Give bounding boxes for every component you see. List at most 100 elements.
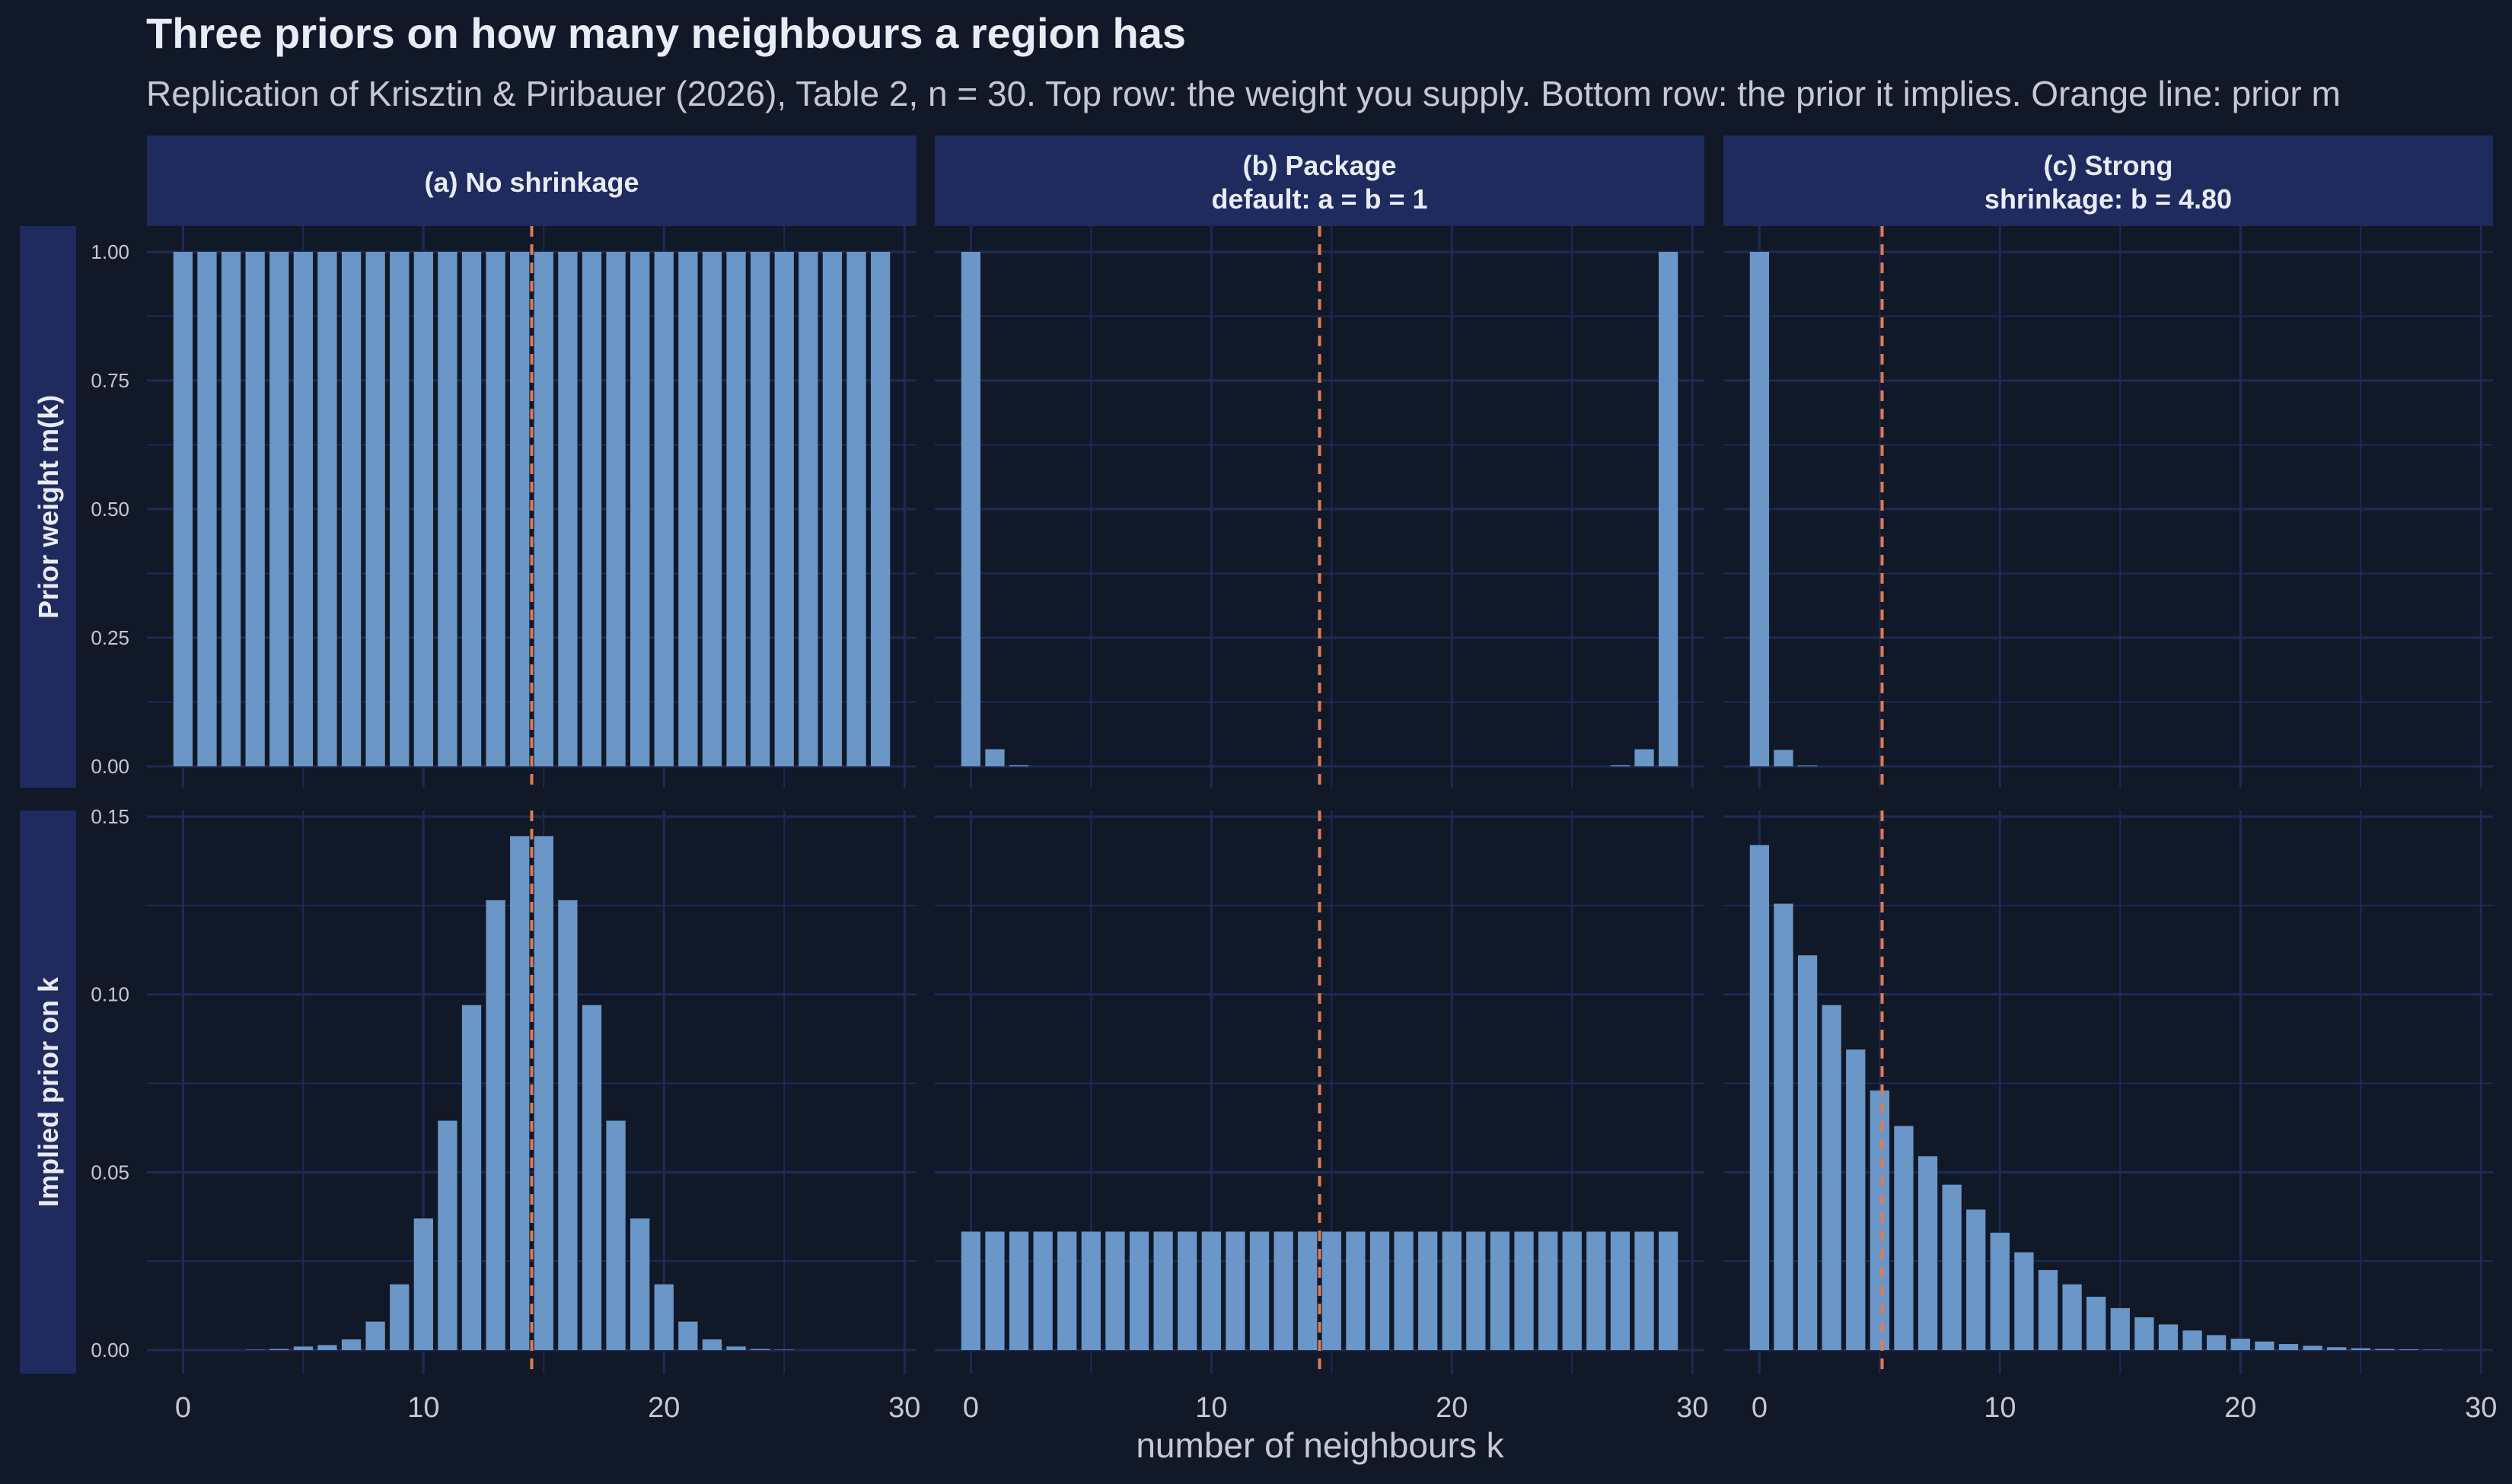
- column-strip-label: shrinkage: b = 4.80: [1984, 183, 2232, 215]
- row-strip: [20, 226, 76, 788]
- x-tick-label: 10: [407, 1392, 439, 1424]
- bar: [1658, 252, 1678, 766]
- bar: [341, 252, 362, 766]
- column-strip-label: (b) Package: [1242, 150, 1396, 181]
- bar: [985, 1231, 1005, 1350]
- bar: [1009, 765, 1029, 766]
- bar: [678, 1321, 698, 1350]
- y-tick-label: 1.00: [91, 240, 129, 263]
- bar: [582, 252, 602, 766]
- bar: [510, 252, 530, 766]
- bar: [1009, 1231, 1029, 1350]
- bar: [2158, 1324, 2179, 1350]
- column-strip: [935, 135, 1704, 226]
- y-tick-label: 0.75: [91, 369, 129, 392]
- column-strip-label: (a) No shrinkage: [424, 167, 639, 198]
- bar: [1634, 1231, 1654, 1350]
- bar: [461, 252, 482, 766]
- bar: [2110, 1307, 2130, 1350]
- y-tick-label: 0.25: [91, 626, 129, 649]
- column-strip-label: (c) Strong: [2044, 150, 2173, 181]
- bar: [1634, 749, 1654, 766]
- x-tick-label: 20: [1436, 1392, 1468, 1424]
- bar: [1129, 1231, 1149, 1350]
- y-tick-label: 0.00: [91, 755, 129, 778]
- bar: [961, 1231, 981, 1350]
- bar: [413, 1218, 433, 1350]
- x-tick-label: 10: [1195, 1392, 1227, 1424]
- bar: [2134, 1317, 2154, 1350]
- bar: [173, 252, 193, 766]
- bar: [1418, 1231, 1438, 1350]
- bar: [1033, 1231, 1053, 1350]
- bar: [2182, 1330, 2202, 1350]
- bar: [1394, 1231, 1414, 1350]
- bar: [1178, 1231, 1197, 1350]
- bar: [1490, 1231, 1510, 1350]
- bar: [726, 1346, 746, 1350]
- x-axis-label: number of neighbours k: [1136, 1425, 1504, 1465]
- bar: [582, 1005, 602, 1350]
- bar: [558, 252, 578, 766]
- bar: [961, 252, 981, 766]
- x-tick-label: 0: [1752, 1392, 1768, 1424]
- bar: [293, 252, 313, 766]
- bar: [1749, 845, 1770, 1350]
- bar: [390, 1284, 410, 1350]
- bar: [1321, 1231, 1341, 1350]
- y-tick-label: 0.10: [91, 983, 129, 1006]
- bar: [2255, 1341, 2275, 1350]
- row-strip-label: Implied prior on k: [33, 976, 64, 1207]
- bar: [1514, 1231, 1534, 1350]
- bar: [221, 252, 241, 766]
- bar: [630, 1218, 650, 1350]
- bar: [1346, 1231, 1366, 1350]
- bar: [365, 1321, 385, 1350]
- y-tick-label: 0.00: [91, 1339, 129, 1361]
- x-tick-label: 30: [888, 1392, 920, 1424]
- bar: [1942, 1184, 1962, 1350]
- bar: [2399, 1349, 2419, 1350]
- bar: [1774, 903, 1793, 1350]
- bar: [510, 836, 530, 1350]
- bar: [245, 252, 265, 766]
- bar: [413, 252, 433, 766]
- bar: [870, 252, 891, 766]
- bar: [317, 252, 337, 766]
- bar: [1562, 1231, 1582, 1350]
- bar: [2086, 1296, 2106, 1350]
- x-tick-label: 20: [648, 1392, 680, 1424]
- bar: [726, 252, 746, 766]
- bar: [702, 1339, 722, 1350]
- bar: [822, 252, 843, 766]
- x-tick-label: 10: [1984, 1392, 2016, 1424]
- bar: [654, 252, 674, 766]
- x-tick-label: 30: [1676, 1392, 1708, 1424]
- row-strip-label: Prior weight m(k): [33, 395, 64, 619]
- bar: [390, 252, 410, 766]
- bar: [654, 1284, 674, 1350]
- bar: [1298, 1231, 1318, 1350]
- bar: [486, 252, 505, 766]
- bar: [606, 1120, 626, 1350]
- bar: [1153, 1231, 1173, 1350]
- column-strip: [147, 135, 916, 226]
- bar: [438, 252, 457, 766]
- bar: [1966, 1209, 1986, 1350]
- bar: [1105, 1231, 1125, 1350]
- bar: [2207, 1335, 2227, 1350]
- bar: [1057, 1231, 1077, 1350]
- bar: [558, 900, 578, 1350]
- y-tick-label: 0.50: [91, 498, 129, 521]
- bar: [678, 252, 698, 766]
- bar: [2062, 1284, 2082, 1350]
- bar: [702, 252, 722, 766]
- bar: [2038, 1269, 2058, 1350]
- panel: [1723, 226, 2493, 788]
- x-tick-label: 30: [2465, 1392, 2497, 1424]
- bar: [2303, 1345, 2322, 1350]
- bar: [1081, 1231, 1101, 1350]
- bar: [1658, 1231, 1678, 1350]
